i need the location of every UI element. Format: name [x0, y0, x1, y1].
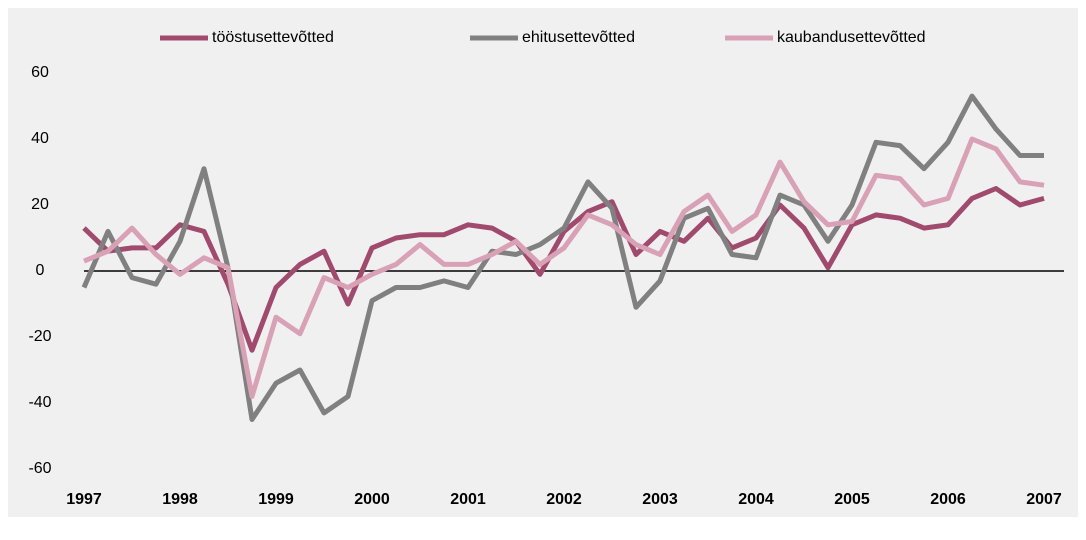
x-tick-label: 1998 — [162, 491, 198, 508]
y-tick-label: 0 — [36, 262, 45, 279]
y-tick-label: -20 — [28, 328, 51, 345]
legend-label: tööstusettevõtted — [212, 29, 334, 46]
x-tick-label: 1997 — [66, 491, 102, 508]
x-tick-label: 1999 — [258, 491, 294, 508]
x-tick-label: 2007 — [1026, 491, 1062, 508]
series-line — [81, 93, 1044, 422]
x-tick-label: 2006 — [930, 491, 966, 508]
series-line — [83, 136, 1045, 399]
legend-label: kaubandusettevõtted — [777, 29, 926, 46]
x-tick-label: 2000 — [354, 491, 390, 508]
x-tick-label: 2005 — [834, 491, 870, 508]
y-tick-label: 20 — [31, 196, 49, 213]
x-tick-label: 2004 — [738, 491, 774, 508]
y-tick-label: -60 — [28, 460, 51, 477]
y-tick-label: 40 — [31, 130, 49, 147]
x-tick-label: 2002 — [546, 491, 582, 508]
legend-label: ehitusettevõtted — [522, 29, 635, 46]
y-tick-label: 60 — [31, 64, 49, 81]
series-line — [82, 186, 1045, 353]
x-tick-label: 2001 — [450, 491, 486, 508]
y-tick-label: -40 — [28, 394, 51, 411]
x-tick-label: 2003 — [642, 491, 678, 508]
